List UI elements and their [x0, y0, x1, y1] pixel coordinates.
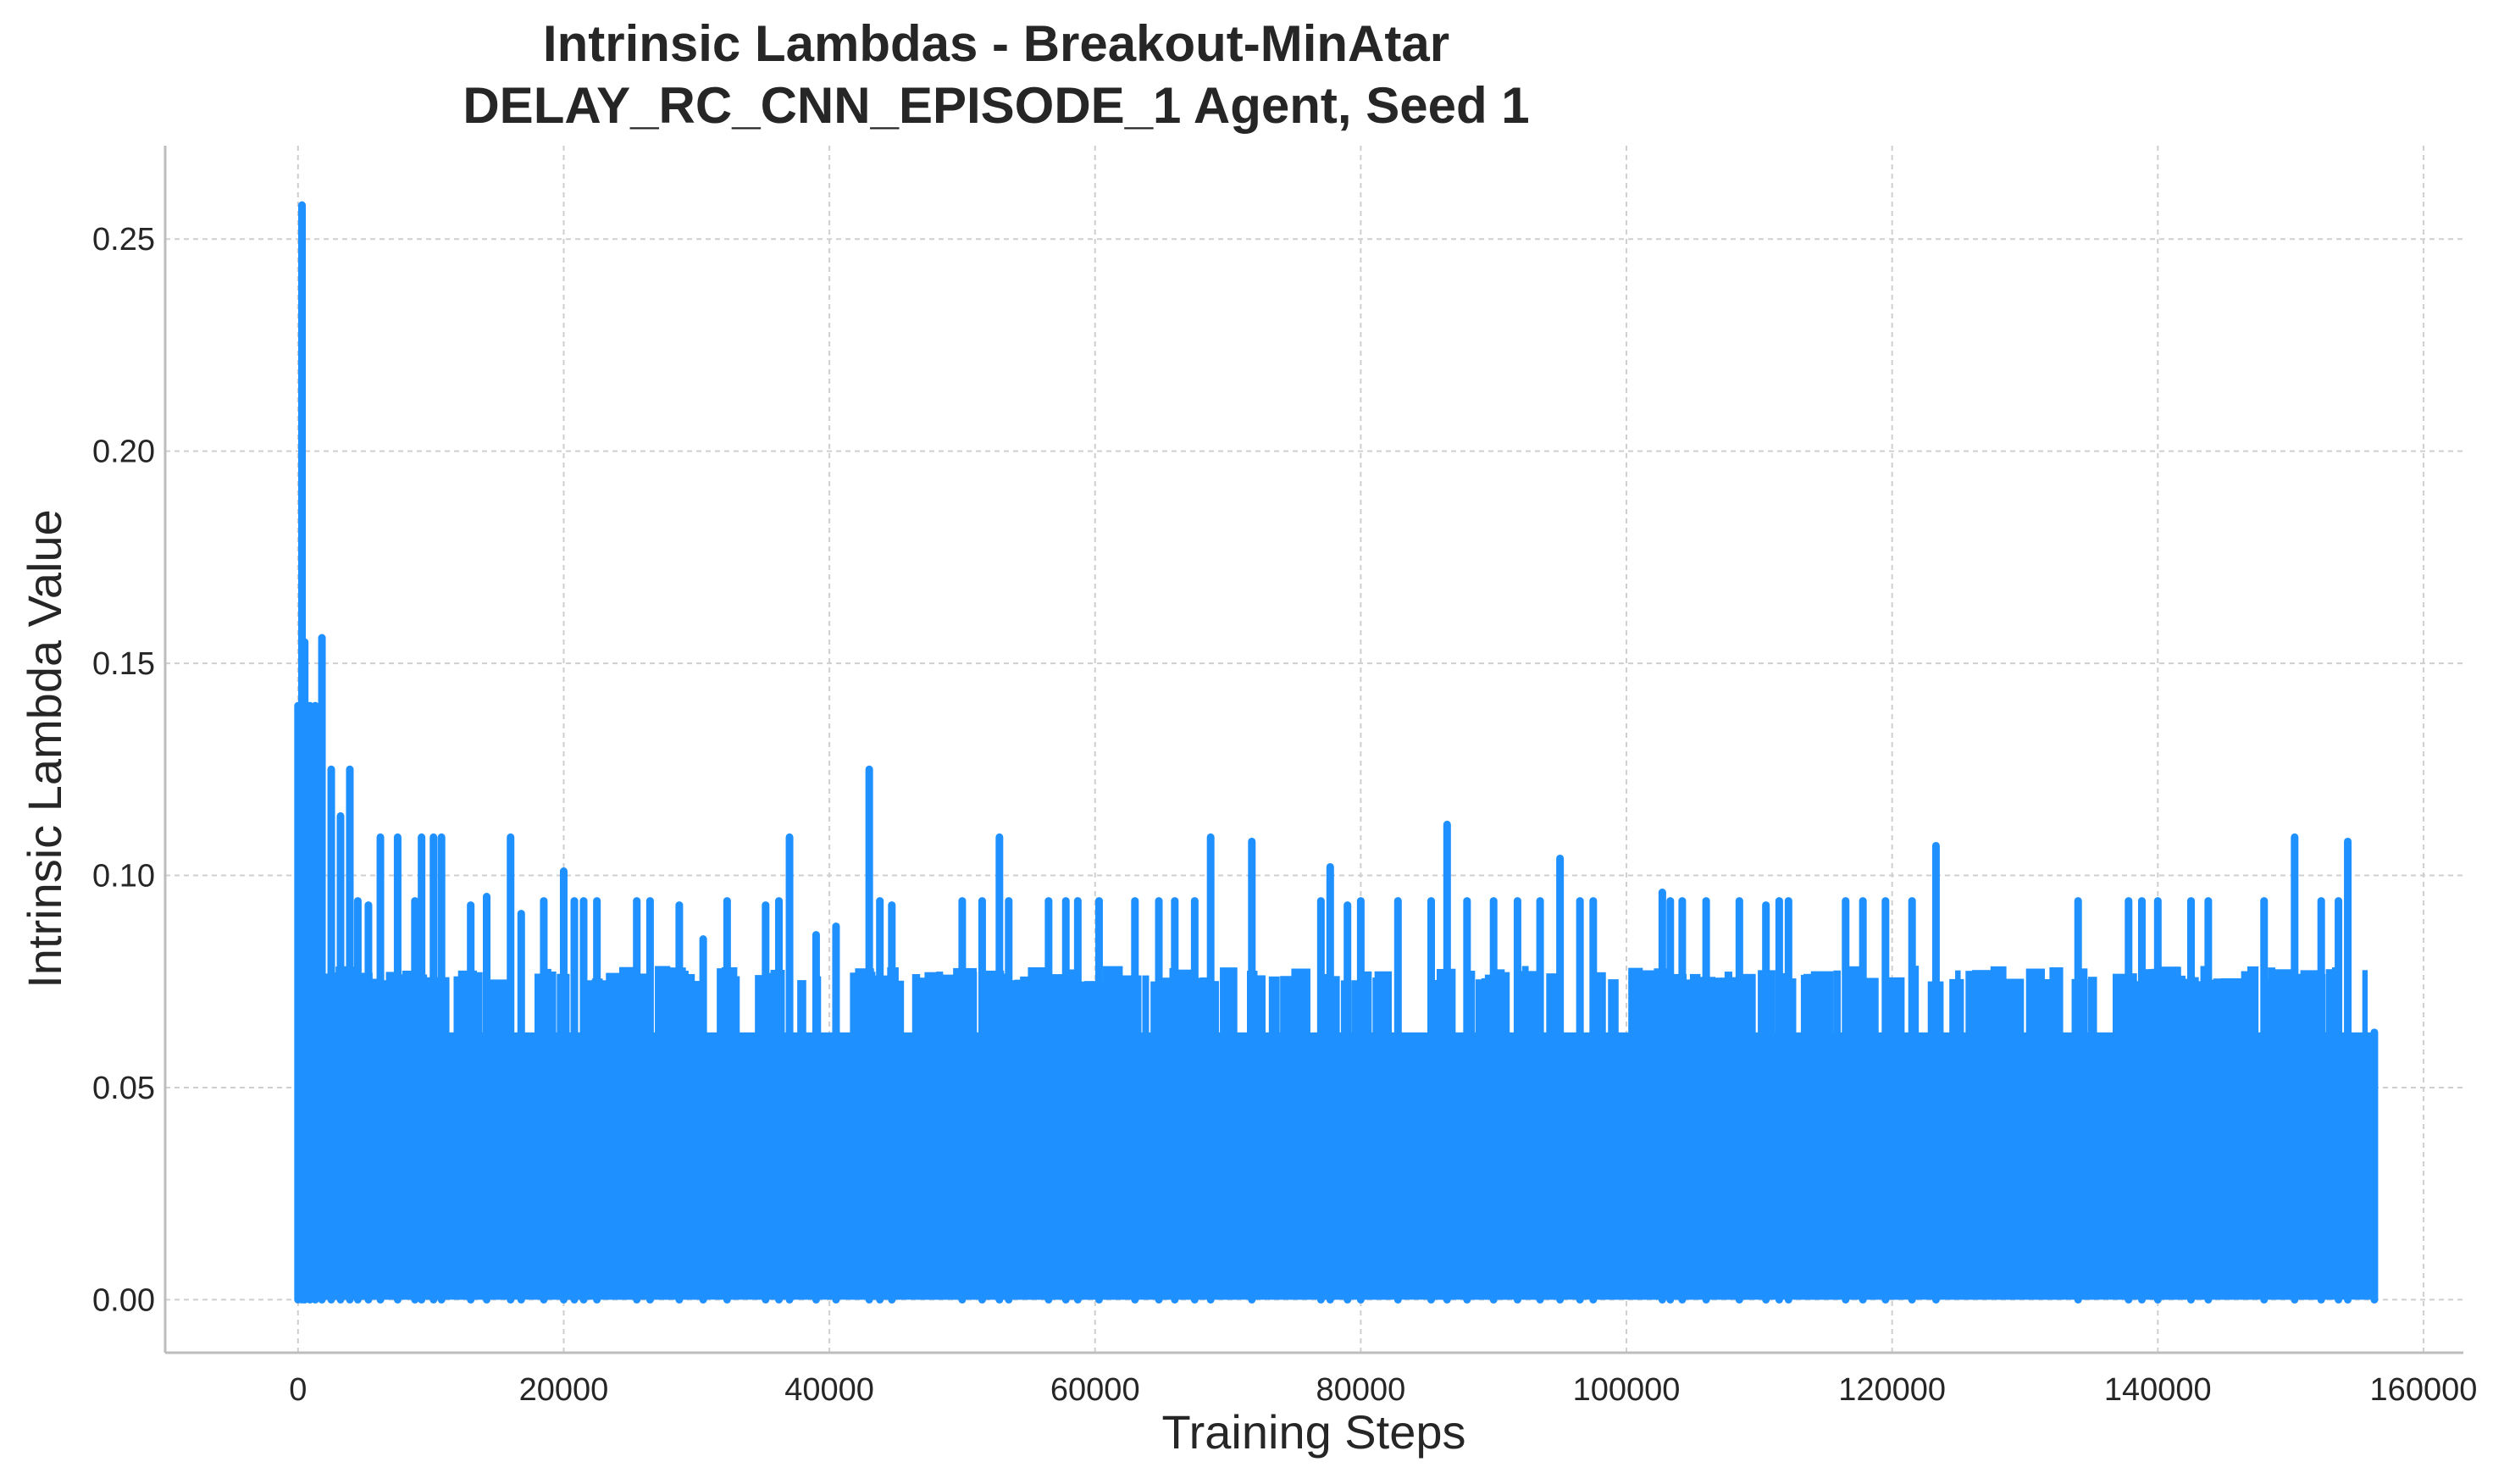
series-intrinsic-lambda — [294, 201, 2379, 1304]
x-tick-label: 20000 — [519, 1372, 609, 1408]
series-oscillation — [734, 976, 740, 1300]
x-tick-label: 0 — [289, 1372, 307, 1408]
series-oscillation — [1684, 979, 1691, 1300]
series-oscillation — [2077, 968, 2088, 1300]
series-oscillation — [341, 966, 351, 1300]
series-oscillation — [2004, 978, 2025, 1300]
x-tick-label: 120000 — [1838, 1372, 1946, 1408]
x-tick-label: 60000 — [1050, 1372, 1140, 1408]
series-oscillation — [534, 973, 541, 1300]
series-oscillation — [1050, 974, 1061, 1300]
x-axis-ticks: 0 20000 40000 60000 80000 100000 120000 140000 1… — [289, 1372, 2477, 1408]
series-oscillation — [497, 981, 507, 1300]
chart-subtitle: DELAY_RC_CNN_EPISODE_1 Agent, Seed 1 — [463, 77, 1529, 134]
series-oscillation — [422, 977, 432, 1300]
x-tick-label: 80000 — [1316, 1372, 1406, 1408]
series-oscillation — [1707, 977, 1714, 1300]
series-oscillation — [1142, 975, 1150, 1300]
series-oscillation — [1955, 970, 1961, 1300]
series-oscillation — [1255, 975, 1266, 1300]
series-oscillation — [1594, 972, 1606, 1300]
series-oscillation — [970, 972, 978, 1300]
series-oscillation — [2281, 979, 2291, 1300]
series-oscillation — [618, 966, 637, 1300]
y-tick-label: 0.10 — [92, 859, 155, 894]
series-oscillation — [1913, 966, 1920, 1300]
y-tick-label: 0.25 — [92, 222, 155, 257]
series-oscillation — [1498, 979, 1507, 1300]
series-oscillation — [684, 976, 690, 1300]
series-oscillation — [911, 974, 921, 1300]
series-oscillation — [2362, 970, 2368, 1300]
series-oscillation — [549, 972, 557, 1300]
y-tick-label: 0.05 — [92, 1071, 155, 1106]
series-oscillation — [2088, 977, 2097, 1300]
series-oscillation — [1374, 971, 1393, 1300]
x-tick-label: 140000 — [2104, 1372, 2212, 1408]
series-oscillation — [2171, 966, 2181, 1300]
series-oscillation — [1531, 974, 1539, 1300]
series-oscillation — [1321, 975, 1331, 1300]
y-axis-label: Intrinsic Lambda Value — [18, 509, 71, 988]
series-oscillation — [1110, 977, 1122, 1300]
series-oscillation — [1291, 968, 1310, 1300]
series-oscillation — [1468, 971, 1476, 1300]
series-oscillation — [1965, 971, 1975, 1300]
series-oscillation — [1608, 979, 1619, 1300]
series-oscillation — [1641, 970, 1657, 1300]
chart-title: Intrinsic Lambdas - Breakout-MinAtar — [543, 15, 1449, 72]
series-oscillation — [1068, 969, 1076, 1300]
x-axis-label: Training Steps — [1162, 1405, 1466, 1459]
series-oscillation — [1504, 972, 1510, 1300]
series-oscillation — [1689, 973, 1701, 1300]
series-oscillation — [1833, 970, 1841, 1300]
x-tick-label: 100000 — [1573, 1372, 1681, 1408]
series-oscillation — [1724, 972, 1732, 1300]
series-oscillation — [2054, 974, 2060, 1300]
series-oscillation — [1546, 973, 1560, 1300]
y-tick-label: 0.20 — [92, 435, 155, 470]
series-oscillation — [2241, 971, 2251, 1300]
series-oscillation — [1332, 976, 1340, 1300]
y-axis-ticks: 0.00 0.05 0.10 0.15 0.20 0.25 — [92, 222, 155, 1318]
series-oscillation — [1810, 971, 1834, 1300]
series-oscillation — [717, 968, 726, 1300]
series-oscillation — [2025, 968, 2045, 1300]
x-tick-label: 40000 — [784, 1372, 874, 1408]
series-oscillation — [1268, 976, 1280, 1300]
series-oscillation — [726, 973, 737, 1300]
series-oscillation — [1224, 979, 1237, 1300]
y-tick-label: 0.00 — [92, 1282, 155, 1318]
series-oscillation — [2268, 967, 2276, 1300]
series-oscillation — [1865, 977, 1879, 1300]
series-oscillation — [936, 972, 944, 1300]
series-oscillation — [1972, 970, 1995, 1300]
series-oscillation — [1364, 971, 1372, 1300]
series-oscillation — [1521, 966, 1529, 1300]
series-oscillation — [1635, 972, 1644, 1300]
y-tick-label: 0.15 — [92, 646, 155, 682]
series-oscillation — [2220, 977, 2244, 1300]
series-oscillation — [1448, 968, 1456, 1300]
series-oscillation — [2246, 966, 2259, 1300]
series-oscillation — [1182, 981, 1191, 1300]
series-oscillation — [797, 980, 806, 1300]
x-tick-label: 160000 — [2370, 1372, 2478, 1408]
